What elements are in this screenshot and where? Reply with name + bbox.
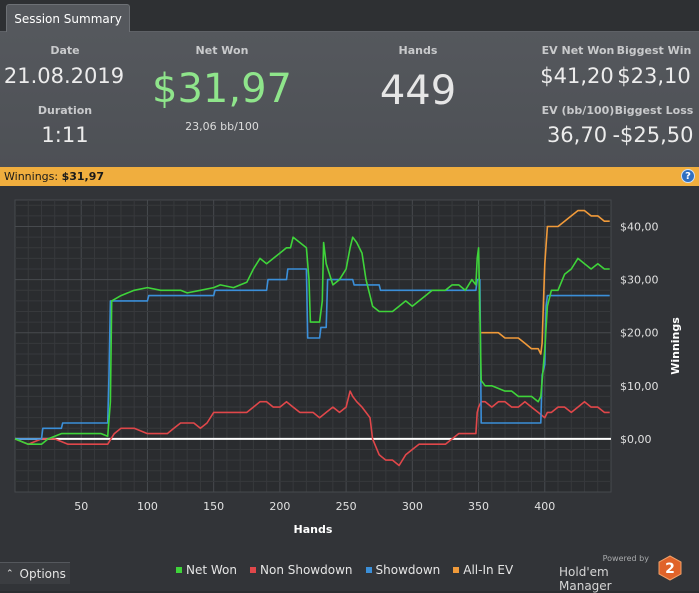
chart-area: 50 100 150 200 250 300 350 400 $40,00 $30,00 $20,0… [0,186,699,560]
options-label: Options [19,566,66,581]
legend-item-non-showdown[interactable]: Non Showdown [250,563,353,577]
summary-panel: Date 21.08.2019 Duration 1:11 Net Won $3… [0,32,699,167]
footer: ⌃ Options Net Won Non Showdown Showdown … [0,554,699,593]
ev-net-won-value: $41,20 [540,64,614,88]
x-tick-label: 200 [269,500,290,513]
legend-item-showdown[interactable]: Showdown [365,563,441,577]
winnings-banner-text: Winnings: $31,97 [4,170,104,183]
hands-value: 449 [379,68,457,114]
legend-label-net-won: Net Won [186,563,237,577]
y-tick-label: $10,00 [620,380,659,393]
biggest-loss-value: -$25,50 [612,123,694,147]
ev-bb-value: 36,70 [546,123,608,147]
legend-label-all-in-ev: All-In EV [463,563,514,577]
date-value: 21.08.2019 [3,64,125,88]
series-line-net-won [14,236,610,445]
y-axis-title: Winnings [669,317,682,375]
legend-item-net-won[interactable]: Net Won [176,563,237,577]
net-won-bb: 23,06 bb/100 [185,120,259,133]
y-tick-label: $40,00 [620,221,659,234]
hands-label: Hands [398,44,438,57]
duration-value: 1:11 [41,123,89,147]
hem-logo-text: 2 [665,561,675,577]
winnings-banner: Winnings: $31,97 ? [0,167,699,186]
legend-label-showdown: Showdown [375,563,441,577]
help-icon[interactable]: ? [681,169,695,183]
brand-logo: Powered by Hold'em Manager 2 [559,552,689,593]
x-tick-label: 50 [74,500,88,513]
x-tick-label: 100 [137,500,158,513]
duration-label: Duration [37,104,93,117]
biggest-loss-label: Biggest Loss [614,104,694,117]
x-tick-label: 300 [402,500,423,513]
legend-swatch-showdown [365,567,372,573]
chevron-up-icon: ⌃ [6,568,14,579]
legend-swatch-net-won [176,567,182,573]
y-tick-label: $30,00 [620,274,659,287]
net-won-label: Net Won [195,44,249,57]
biggest-win-value: $23,10 [617,64,691,88]
series-line-non-showdown [14,390,610,467]
tab-session-summary[interactable]: Session Summary [6,4,130,32]
x-tick-label: 250 [336,500,357,513]
date-label: Date [50,44,80,57]
x-tick-label: 350 [468,500,489,513]
plot-background [14,199,612,493]
tab-bar: Session Summary [0,0,699,32]
net-won-value: $31,97 [152,66,292,112]
winnings-chart: 50 100 150 200 250 300 350 400 $40,00 $30,00 $20,0… [14,199,682,536]
y-tick-label: $20,00 [620,327,659,340]
options-button[interactable]: ⌃ Options [0,562,70,584]
ev-bb-label: EV (bb/100) [541,104,615,117]
hem-logo-icon: 2 [658,555,682,581]
winnings-banner-value: $31,97 [61,170,105,183]
series-line-showdown [15,268,610,440]
series-line-all-in-ev [481,209,610,355]
legend-swatch-non-showdown [250,567,256,573]
x-tick-label: 150 [203,500,224,513]
x-axis-title: Hands [294,523,333,536]
powered-by-text: Powered by [602,554,649,563]
legend-label-non-showdown: Non Showdown [260,563,353,577]
ev-net-won-label: EV Net Won [541,44,615,57]
y-tick-label: $0,00 [620,433,652,446]
legend-item-all-in-ev[interactable]: All-In EV [453,563,513,577]
winnings-banner-label: Winnings: [4,170,59,183]
chart-legend: Net Won Non Showdown Showdown All-In EV [176,563,513,577]
biggest-win-label: Biggest Win [616,44,692,57]
brand-name: Hold'em Manager [559,565,612,593]
x-tick-label: 400 [534,500,555,513]
legend-swatch-all-in-ev [453,567,460,573]
